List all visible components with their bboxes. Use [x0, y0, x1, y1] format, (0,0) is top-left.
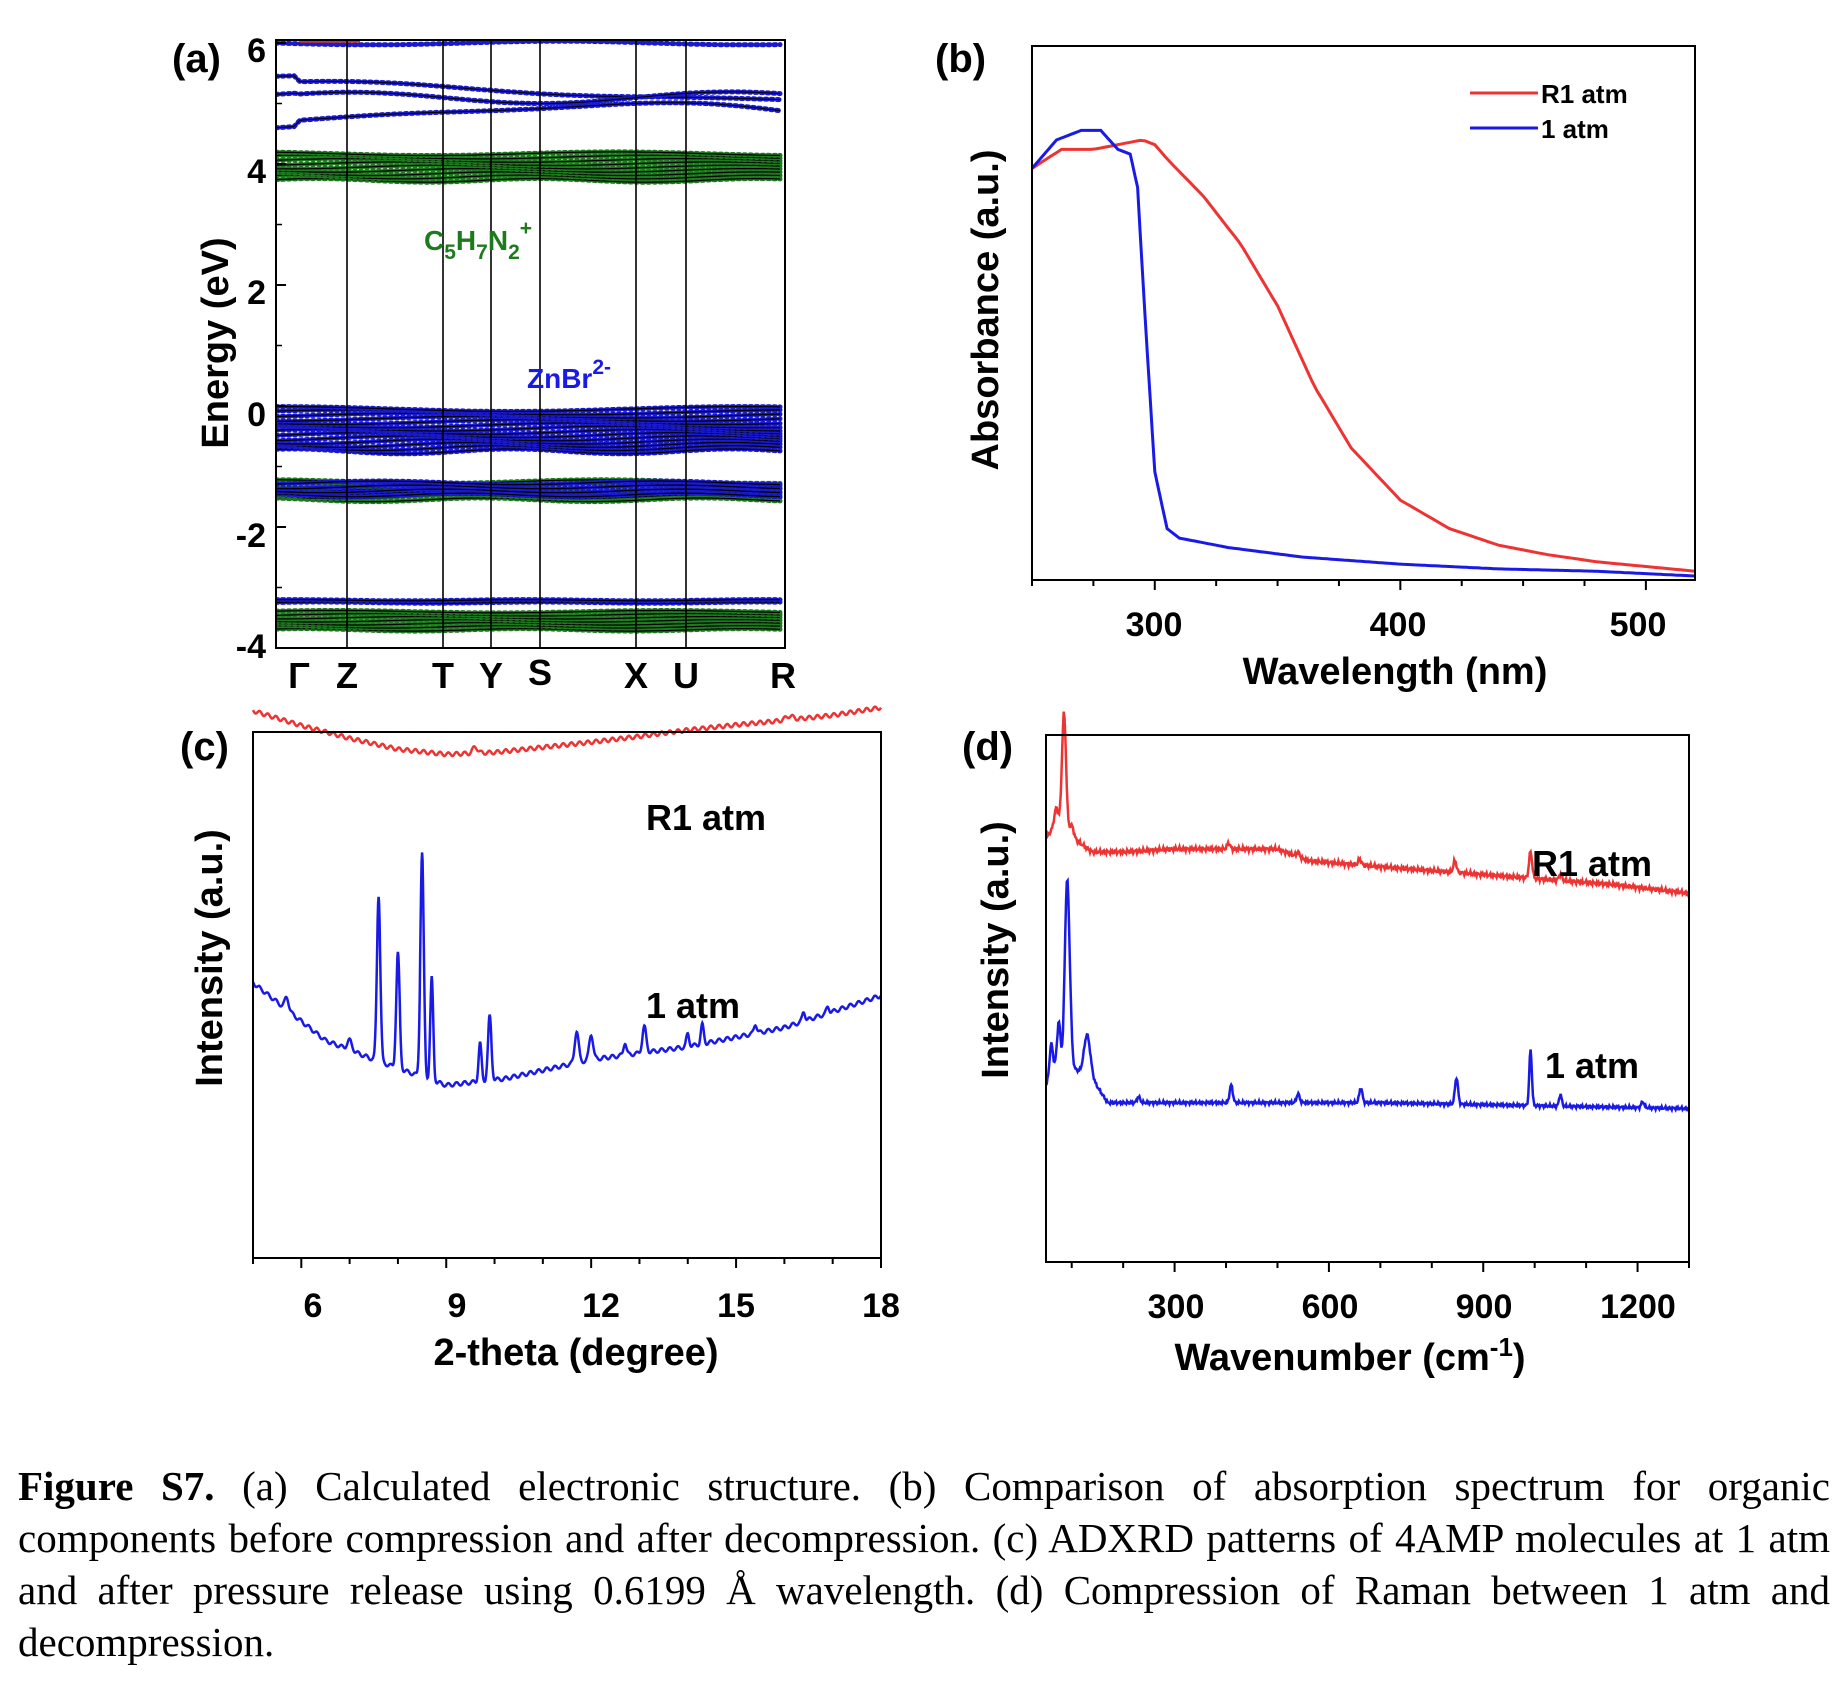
- figure-caption: Figure S7. (a) Calculated electronic str…: [18, 1460, 1830, 1668]
- band-structure: [276, 40, 783, 634]
- c-xtick-label: 6: [304, 1287, 323, 1325]
- band-line: [276, 599, 781, 602]
- band-line: [276, 102, 781, 129]
- panel-d-y-axis-label: Intensity (a.u.): [975, 821, 1017, 1079]
- b-xtick-label: 500: [1610, 606, 1667, 644]
- b-xtick-label: 300: [1126, 606, 1183, 644]
- panel-a-k-labels: Γ Z T Y S X U R: [288, 652, 796, 696]
- d-xtick-label: 300: [1148, 1288, 1205, 1326]
- k-label-s: S: [528, 652, 552, 693]
- panel-c-label-r1-atm: R1 atm: [646, 797, 766, 838]
- b-xtick-label: 400: [1370, 606, 1427, 644]
- panel-a-letter: (a): [172, 37, 221, 81]
- k-label-r: R: [770, 655, 796, 696]
- a-ytick-label: -4: [236, 628, 266, 666]
- series-r1-atm-pattern: [251, 705, 883, 758]
- a-ytick-label: 6: [247, 32, 266, 70]
- panel-c-x-ticks: [252, 1258, 882, 1268]
- caption-text: (a) Calculated electronic structure. (b)…: [18, 1463, 1830, 1665]
- panel-c-x-tick-labels: 6 9 12 15 18: [304, 1287, 900, 1325]
- band-line: [276, 151, 780, 157]
- d-xtick-label: 600: [1302, 1288, 1359, 1326]
- figure: (a) 6 4 2 0 -2 -4 Γ Z T Y S X U R Energy…: [172, 32, 1696, 1379]
- band-line: [276, 625, 781, 629]
- c-xtick-label: 9: [448, 1287, 467, 1325]
- band-line: [276, 612, 781, 617]
- a-ytick-label: -2: [236, 517, 266, 555]
- a-ytick-label: 2: [247, 274, 266, 312]
- band-line: [276, 435, 781, 442]
- panel-c-label-1-atm: 1 atm: [646, 985, 740, 1026]
- series-1-atm-line: [1032, 128, 1695, 578]
- panel-b: (b) 300 400 500 Wavelength (nm) Absorban…: [935, 37, 1696, 693]
- band-line: [276, 406, 781, 413]
- panel-d-x-ticks: [1070, 1262, 1690, 1272]
- panel-a-frame: [275, 39, 786, 649]
- band-line: [276, 91, 781, 104]
- series-r1-atm-line: [1032, 138, 1695, 573]
- series-1-atm-pattern: [251, 852, 883, 1088]
- panel-d-x-axis-label: Wavenumber (cm-1): [1174, 1332, 1525, 1379]
- k-label-t: T: [432, 655, 454, 696]
- panel-d-label-1-atm: 1 atm: [1545, 1045, 1639, 1086]
- series-1-atm-raman: [1044, 876, 1690, 1114]
- panel-c-y-axis-label: Intensity (a.u.): [189, 829, 231, 1087]
- caption-title: Figure S7.: [18, 1463, 215, 1509]
- band-dots: [276, 40, 783, 48]
- d-xtick-label: 1200: [1600, 1288, 1676, 1326]
- panel-b-legend: R1 atm 1 atm: [1470, 79, 1628, 144]
- d-xtick-label: 900: [1456, 1288, 1513, 1326]
- c-xtick-label: 18: [862, 1287, 900, 1325]
- c-xtick-label: 15: [717, 1287, 755, 1325]
- band-dots: [276, 73, 783, 103]
- band-line: [276, 615, 781, 620]
- panel-c-frame: [252, 731, 882, 1259]
- panel-d-letter: (d): [962, 725, 1013, 769]
- panel-a-y-tick-labels: 6 4 2 0 -2 -4: [236, 32, 266, 666]
- k-label-x: X: [624, 655, 648, 696]
- panel-d-label-r1-atm: R1 atm: [1532, 843, 1652, 884]
- k-label-y: Y: [479, 655, 503, 696]
- panel-c-letter: (c): [180, 725, 229, 769]
- panel-c-x-axis-label: 2-theta (degree): [433, 1332, 718, 1374]
- k-label-z: Z: [336, 655, 358, 696]
- series-r1-atm-raman: [1045, 711, 1690, 900]
- band-line: [276, 488, 781, 494]
- panel-b-x-ticks: [1031, 580, 1647, 590]
- panel-b-plot-area: [1032, 128, 1695, 578]
- k-label-gamma: Γ: [288, 655, 310, 696]
- panel-b-x-tick-labels: 300 400 500: [1126, 606, 1667, 644]
- legend-1-atm-label: 1 atm: [1541, 114, 1609, 144]
- panel-d-x-tick-labels: 300 600 900 1200: [1148, 1288, 1676, 1326]
- band-dots: [276, 100, 783, 131]
- panel-d: (d) 300 600 900 1200 Wavenumber (cm-1) I…: [962, 711, 1690, 1379]
- c-xtick-label: 12: [582, 1287, 620, 1325]
- annotation-organic-cation: C5H7N2+: [424, 217, 532, 264]
- band-line: [276, 161, 781, 167]
- k-label-u: U: [673, 655, 699, 696]
- panel-b-y-axis-label: Absorbance (a.u.): [965, 150, 1007, 471]
- k-point-lines: [346, 40, 687, 648]
- band-line: [276, 484, 781, 490]
- panel-b-frame: [1031, 45, 1696, 581]
- a-ytick-label: 0: [247, 396, 266, 434]
- panel-b-x-axis-label: Wavelength (nm): [1243, 651, 1548, 693]
- band-line: [276, 609, 781, 614]
- panel-a-y-axis-label: Energy (eV): [195, 237, 237, 448]
- legend-r1-atm-label: R1 atm: [1541, 79, 1628, 109]
- panel-c: (c) 6 9 12 15 18 2-theta (degree) Intens…: [180, 705, 900, 1374]
- band-line: [276, 492, 781, 498]
- band-line: [276, 480, 781, 486]
- panel-a: (a) 6 4 2 0 -2 -4 Γ Z T Y S X U R Energy…: [172, 32, 796, 696]
- panel-b-letter: (b): [935, 37, 986, 81]
- a-ytick-label: 4: [247, 153, 266, 191]
- panel-d-frame: [1045, 734, 1690, 1263]
- panel-a-y-ticks: [276, 42, 286, 649]
- band-line: [276, 75, 781, 101]
